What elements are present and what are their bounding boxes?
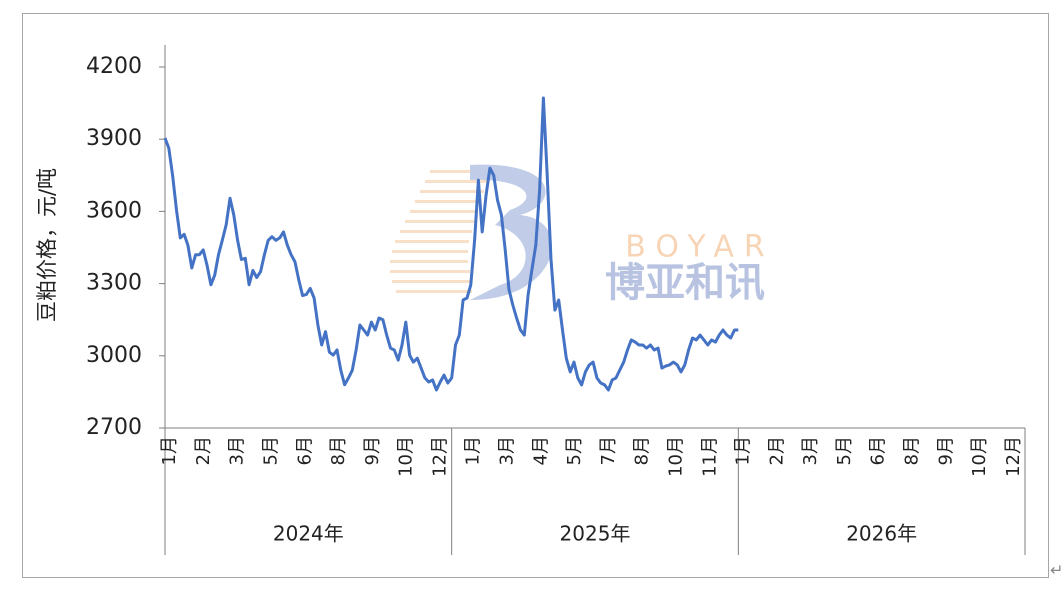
x-group-label: 2026年 — [846, 522, 917, 546]
y-tick-label: 3000 — [86, 343, 142, 368]
frame — [22, 13, 1049, 578]
x-tick-label: 6月 — [294, 436, 315, 465]
x-tick-label: 2月 — [766, 436, 787, 465]
x-tick-label: 5月 — [564, 436, 585, 465]
y-tick-label: 4200 — [86, 54, 142, 79]
x-tick-label: 1月 — [159, 436, 180, 465]
x-tick-label: 4月 — [530, 436, 551, 465]
x-tick-label: 10月 — [969, 436, 990, 477]
watermark-name: 博亚和讯 — [605, 260, 765, 306]
x-tick-label: 9月 — [362, 436, 383, 465]
price-line — [163, 96, 739, 392]
x-tick-label: 3月 — [227, 436, 248, 465]
y-tick-label: 3900 — [86, 126, 142, 151]
x-tick-label: 5月 — [834, 436, 855, 465]
y-tick-label: 2700 — [86, 415, 142, 440]
x-tick-label: 10月 — [396, 436, 417, 477]
x-tick-label: 6月 — [868, 436, 889, 465]
paragraph-mark: ↵ — [1050, 561, 1063, 580]
y-axis-label: 豆粕价格，元/吨 — [35, 168, 59, 322]
x-tick-label: 11月 — [699, 436, 720, 477]
x-tick-label: 1月 — [732, 436, 753, 465]
x-tick-label: 3月 — [800, 436, 821, 465]
x-group-label: 2024年 — [273, 522, 344, 546]
y-tick-label: 3600 — [86, 198, 142, 223]
x-tick-label: 12月 — [1003, 436, 1024, 477]
x-tick-label: 7月 — [598, 436, 619, 465]
x-tick-label: 2月 — [193, 436, 214, 465]
x-tick-label: 8月 — [632, 436, 653, 465]
watermark: BOYAR 博亚和讯 — [390, 164, 774, 306]
x-tick-label: 9月 — [935, 436, 956, 465]
x-tick-label: 12月 — [430, 436, 451, 477]
x-tick-label: 1月 — [463, 436, 484, 465]
x-tick-label: 8月 — [901, 436, 922, 465]
y-tick-label: 3300 — [86, 271, 142, 296]
watermark-brand: BOYAR — [625, 230, 774, 265]
x-tick-label: 3月 — [497, 436, 518, 465]
x-tick-label: 8月 — [328, 436, 349, 465]
x-group-label: 2025年 — [560, 522, 631, 546]
x-tick-label: 10月 — [666, 436, 687, 477]
x-tick-label: 5月 — [261, 436, 282, 465]
